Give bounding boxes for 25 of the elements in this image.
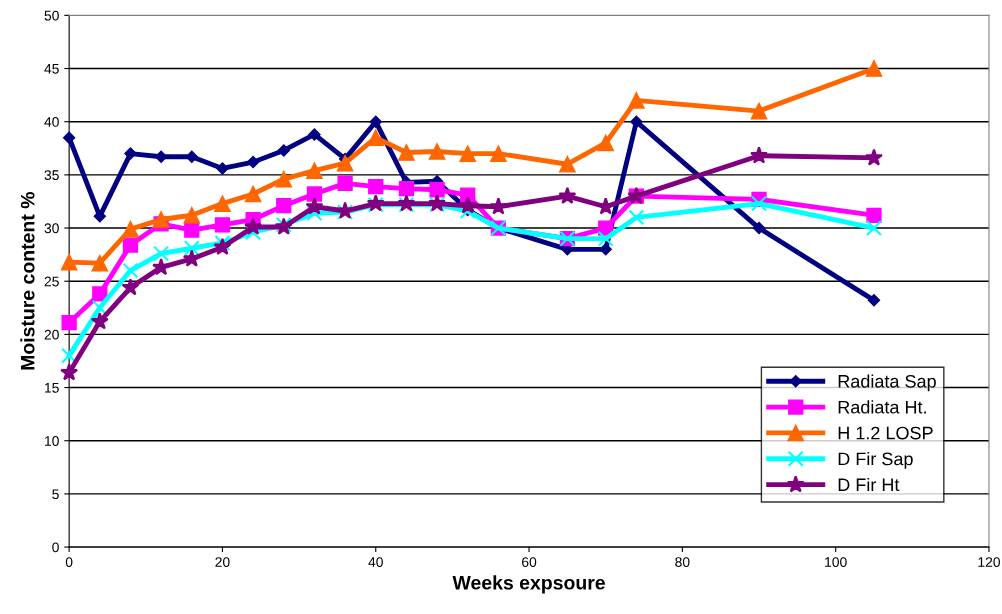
y-axis-title: Moisture content % <box>20 192 35 370</box>
y-tick-label: 0 <box>52 542 59 553</box>
y-tick-label: 35 <box>44 170 59 181</box>
x-tick-label: 60 <box>522 557 537 567</box>
legend-label: D Fir Sap <box>838 452 913 469</box>
y-tick-label: 25 <box>44 276 59 287</box>
y-tick-label: 20 <box>44 329 59 340</box>
x-axis-title: Weeks expsoure <box>452 575 605 594</box>
y-tick-label: 5 <box>52 489 59 500</box>
legend-label: Radiata Sap <box>838 374 936 392</box>
x-tick-label: 20 <box>215 557 230 567</box>
y-tick-label: 50 <box>44 10 59 21</box>
legend-label: H 1.2 LOSP <box>838 426 933 440</box>
x-tick-label: 100 <box>825 557 847 567</box>
y-tick-label: 10 <box>45 436 59 446</box>
legend-label: Radiata Ht. <box>838 400 926 414</box>
x-tick-label: 120 <box>978 557 1001 567</box>
x-tick-label: 0 <box>65 557 73 567</box>
y-tick-label: 45 <box>44 64 59 74</box>
y-tick-label: 40 <box>44 117 59 127</box>
legend-label: D Fir Ht <box>838 477 900 492</box>
x-tick-label: 40 <box>368 557 383 567</box>
y-tick-label: 30 <box>44 223 59 234</box>
y-tick-label: 15 <box>45 383 59 393</box>
x-tick-label: 80 <box>675 557 690 567</box>
